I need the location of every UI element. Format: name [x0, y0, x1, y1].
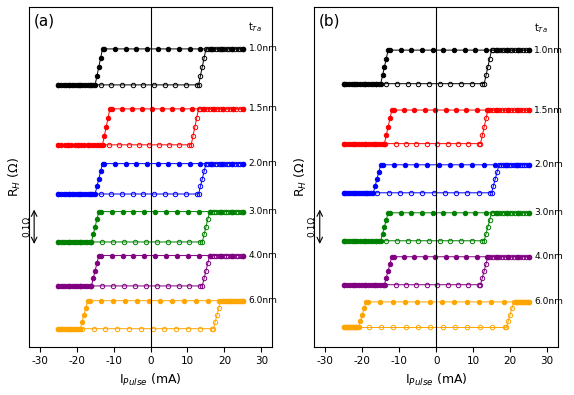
Text: 2.0nm: 2.0nm [534, 160, 563, 169]
Text: 4.0nm: 4.0nm [534, 252, 563, 261]
Text: 3.0nm: 3.0nm [249, 207, 277, 216]
Text: 4.0nm: 4.0nm [249, 251, 277, 260]
X-axis label: I$_{Pulse}$ (mA): I$_{Pulse}$ (mA) [405, 372, 468, 388]
Text: 3.0nm: 3.0nm [534, 208, 563, 217]
Text: 1.5nm: 1.5nm [249, 104, 277, 113]
Text: 0.1Ω: 0.1Ω [308, 216, 317, 237]
Text: t$_{Ta}$: t$_{Ta}$ [534, 21, 548, 35]
Text: 6.0nm: 6.0nm [534, 297, 563, 307]
Text: 1.5nm: 1.5nm [534, 105, 563, 115]
Text: 0.1Ω: 0.1Ω [22, 216, 31, 237]
X-axis label: I$_{Pulse}$ (mA): I$_{Pulse}$ (mA) [119, 372, 182, 388]
Text: 2.0nm: 2.0nm [249, 159, 277, 168]
Text: 1.0nm: 1.0nm [534, 45, 563, 55]
Y-axis label: R$_H$ (Ω): R$_H$ (Ω) [293, 157, 309, 197]
Text: 6.0nm: 6.0nm [249, 296, 277, 305]
Text: (a): (a) [33, 14, 55, 29]
Text: t$_{Ta}$: t$_{Ta}$ [249, 20, 262, 34]
Text: 1.0nm: 1.0nm [249, 44, 277, 53]
Text: (b): (b) [319, 14, 340, 29]
Y-axis label: R$_H$ (Ω): R$_H$ (Ω) [7, 157, 23, 197]
